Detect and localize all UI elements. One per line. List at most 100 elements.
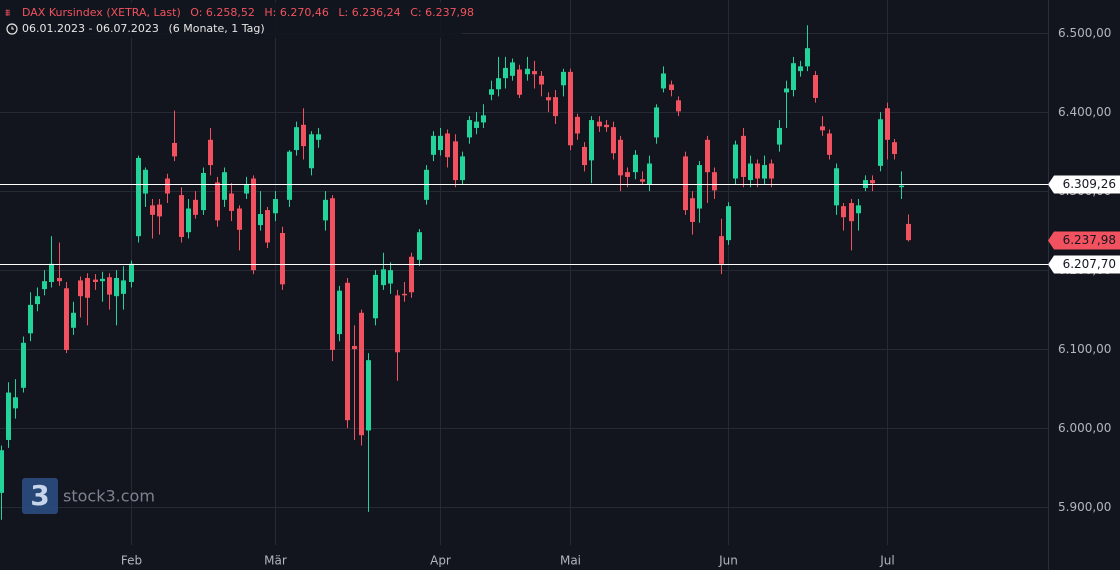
candle-body: [381, 269, 386, 286]
candle-body: [395, 295, 400, 353]
candle-body: [316, 134, 321, 140]
price-tag-label: 6.309,26: [1063, 177, 1116, 191]
ohlc-open: O: 6.258,52: [190, 6, 255, 19]
candle-body: [582, 146, 587, 166]
candle-body: [589, 120, 594, 161]
x-tick-label: Mär: [264, 554, 287, 568]
instrument: DAX Kursindex (XETRA, Last): [22, 6, 181, 19]
y-tick-label: 6.100,00: [1058, 342, 1111, 356]
candle-body: [553, 97, 558, 117]
price-tag-label: 6.207,70: [1063, 257, 1116, 271]
y-tick-label: 6.500,00: [1058, 26, 1111, 40]
candle-body: [474, 121, 479, 128]
candle-body: [618, 139, 623, 176]
candle-body: [575, 116, 580, 134]
candle-body: [337, 290, 342, 335]
logo-box: [22, 478, 58, 514]
candle-body: [409, 256, 414, 293]
candle-body: [359, 312, 364, 436]
candle-body: [784, 88, 789, 93]
candle-body: [820, 126, 825, 131]
candle-body: [762, 165, 767, 179]
candle-body: [222, 172, 227, 200]
candle-body: [143, 169, 148, 194]
candle-body: [136, 157, 141, 237]
candle-body: [878, 119, 883, 166]
candle-body: [157, 204, 162, 217]
candle-body: [294, 127, 299, 151]
header-bg: [0, 2, 462, 38]
price-tag: [1048, 255, 1120, 274]
range: 06.01.2023 - 06.07.2023: [22, 22, 159, 35]
candle-body: [741, 135, 746, 177]
candle-body: [453, 141, 458, 181]
candle-body: [460, 156, 465, 181]
candle-body: [273, 199, 278, 214]
clock-hands: [11, 26, 14, 30]
candle-body: [532, 71, 537, 75]
candle-body: [906, 223, 911, 241]
candle-body: [193, 199, 198, 215]
x-tick-label: Jun: [718, 554, 738, 568]
candle-body: [568, 71, 573, 146]
period: (6 Monate, 1 Tag): [168, 22, 264, 35]
candle-body: [172, 142, 177, 157]
candle-body: [503, 67, 508, 79]
candle-body: [251, 178, 256, 271]
candle-body: [201, 172, 206, 211]
candle-body: [661, 73, 666, 89]
candle-body: [366, 360, 371, 431]
candle-body: [654, 107, 659, 138]
candle-body: [856, 205, 861, 214]
candle-body: [165, 178, 170, 194]
ohlc-high: H: 6.270,46: [264, 6, 328, 19]
candle-body: [13, 397, 18, 409]
x-tick-label: Mai: [560, 554, 581, 568]
candle-body: [402, 293, 407, 296]
watermark: stock3.com: [63, 487, 155, 506]
ohlc-close: C: 6.237,98: [410, 6, 474, 19]
candle-body: [726, 206, 731, 241]
candle-body: [870, 180, 875, 184]
last-price-label: 6.237,98: [1063, 233, 1116, 247]
candle-body: [0, 450, 4, 493]
candle-body: [769, 163, 774, 179]
candle-body: [215, 182, 220, 221]
candle-body: [186, 208, 191, 233]
price-tag: [1048, 175, 1120, 194]
candle-body: [417, 232, 422, 260]
candle-body: [57, 278, 62, 282]
candle-body: [323, 199, 328, 221]
candle-body: [345, 282, 350, 421]
candle-body: [611, 127, 616, 154]
candle-body: [791, 63, 796, 91]
candle-body: [150, 205, 155, 215]
candle-body: [510, 62, 515, 76]
candle-body: [885, 108, 890, 140]
candle-body: [114, 278, 119, 297]
last-price-tag: [1048, 231, 1120, 250]
candle-body: [121, 280, 126, 294]
candle-body: [733, 144, 738, 179]
x-tick-label: Apr: [430, 554, 451, 568]
candle-body: [265, 210, 270, 243]
ohlc-low: L: 6.236,24: [338, 6, 400, 19]
candle-body: [899, 185, 904, 188]
candle-body: [712, 172, 717, 191]
candle-body: [755, 163, 760, 179]
candle-body: [748, 163, 753, 181]
candle-body: [244, 184, 249, 194]
candle-body: [481, 115, 486, 123]
candle-body: [42, 281, 47, 290]
candle-body: [705, 139, 710, 173]
candle-body: [179, 195, 184, 237]
candle-icon: ⩩: [5, 8, 11, 19]
candle-body: [49, 263, 54, 282]
candle-body: [373, 274, 378, 319]
logo: 3: [30, 479, 49, 512]
candle-body: [777, 127, 782, 145]
candle-body: [78, 280, 83, 297]
candle-body: [676, 100, 681, 112]
candle-body: [561, 71, 566, 86]
